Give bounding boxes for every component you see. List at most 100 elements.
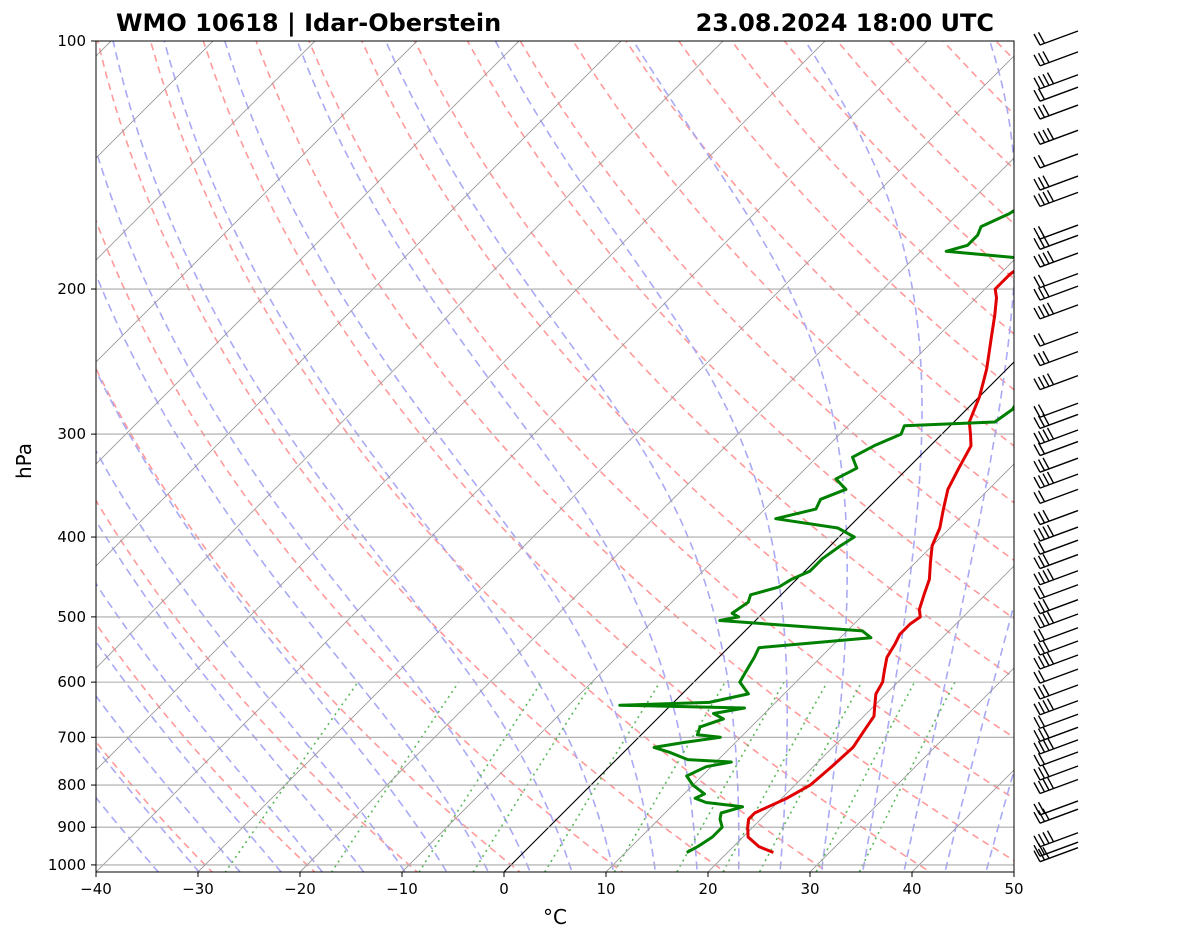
wind-barb — [1033, 127, 1079, 145]
dry-adiabat — [96, 41, 727, 872]
x-tick-label: −10 — [386, 880, 418, 898]
x-tick-label: 0 — [499, 880, 509, 898]
wind-barb — [1033, 539, 1079, 555]
x-tick-label: 40 — [902, 880, 921, 898]
zero-isotherm — [503, 361, 1014, 872]
background-lines — [96, 41, 1014, 872]
mixing-ratio-line — [224, 681, 359, 872]
wind-barb — [1033, 584, 1079, 600]
wind-barb — [1033, 350, 1079, 367]
wind-barb — [1033, 777, 1079, 795]
wind-barb — [1033, 189, 1079, 208]
chart-title-left: WMO 10618 | Idar-Oberstein — [116, 9, 501, 37]
wind-barb — [1033, 668, 1079, 684]
wind-barb — [1033, 86, 1079, 102]
chart-title-right: 23.08.2024 18:00 UTC — [696, 9, 994, 37]
isotherm — [96, 41, 928, 872]
wind-barb — [1033, 568, 1079, 586]
isotherm — [707, 565, 1014, 872]
moist-adiabat — [804, 41, 923, 872]
x-tick-label: −40 — [80, 880, 112, 898]
wind-barb — [1033, 726, 1079, 742]
y-tick-label: 600 — [57, 673, 86, 691]
isotherm — [197, 55, 1014, 872]
x-tick-label: 30 — [800, 880, 819, 898]
wind-barb — [1033, 427, 1079, 445]
wind-barb — [1033, 698, 1079, 716]
wind-barb — [1033, 285, 1079, 301]
isotherm — [299, 157, 1014, 872]
dewpoint-profile — [618, 208, 1014, 854]
isotherm — [96, 41, 316, 261]
mixing-ratio-line — [418, 681, 542, 872]
plot-area — [96, 41, 1014, 872]
x-tick-label: 20 — [698, 880, 717, 898]
y-tick-label: 400 — [57, 528, 86, 546]
y-axis-label: hPa — [12, 443, 36, 479]
wind-barb — [1033, 250, 1079, 268]
dry-adiabat — [149, 41, 829, 872]
wind-barb — [1033, 640, 1079, 656]
wind-barb — [1033, 104, 1079, 120]
mixing-ratio-line — [722, 681, 828, 872]
y-tick-label: 1000 — [48, 856, 86, 874]
isotherm — [809, 667, 1014, 872]
wind-barb — [1033, 402, 1079, 418]
wind-barb — [1033, 175, 1079, 191]
wind-barb — [1033, 272, 1079, 289]
wind-barb — [1033, 30, 1079, 46]
wind-barb — [1033, 598, 1079, 615]
wind-barb — [1033, 737, 1079, 755]
moist-adiabat — [96, 582, 324, 872]
dry-adiabat — [96, 218, 624, 872]
y-tick-label: 300 — [57, 425, 86, 443]
dry-adiabat — [572, 41, 1014, 504]
moist-adiabat — [494, 41, 789, 872]
moist-adiabat — [96, 640, 283, 872]
x-tick-label: 50 — [1004, 880, 1023, 898]
axes: −40 −30 −20 −10 0 10 20 30 40 50 1000 900 800 700 600 5… — [48, 32, 1024, 898]
mixing-ratio-line — [330, 681, 460, 872]
mixing-ratio-line — [675, 681, 785, 872]
isotherm — [96, 41, 418, 363]
isotherm — [605, 463, 1014, 872]
dry-adiabat — [96, 622, 316, 872]
moist-adiabat — [296, 41, 698, 872]
wind-barb — [1033, 51, 1079, 67]
wind-barb — [1033, 846, 1079, 863]
plot-frame — [95, 40, 1015, 873]
y-tick-label: 500 — [57, 608, 86, 626]
dry-adiabat — [96, 499, 419, 872]
isotherm — [96, 41, 520, 465]
mixing-ratio-line — [543, 681, 661, 872]
wind-barb — [1033, 652, 1079, 670]
wind-barbs — [1033, 30, 1079, 863]
isotherm — [96, 41, 724, 669]
isotherm — [96, 41, 826, 771]
wind-barb — [1033, 153, 1079, 169]
wind-barb — [1033, 611, 1079, 629]
dry-adiabat — [202, 41, 932, 872]
wind-barb — [1033, 800, 1079, 816]
wind-barb — [1033, 713, 1079, 729]
wind-barb — [1033, 509, 1079, 526]
wind-barb — [1033, 471, 1079, 489]
moist-adiabat — [96, 369, 448, 872]
y-tick-label: 800 — [57, 776, 86, 794]
moist-adiabat — [632, 41, 849, 872]
mixing-ratio-line — [815, 681, 916, 872]
x-tick-label: −30 — [182, 880, 214, 898]
y-tick-label: 700 — [57, 728, 86, 746]
y-tick-label: 100 — [57, 32, 86, 50]
isotherm — [401, 259, 1014, 872]
wind-barb — [1033, 440, 1079, 457]
wind-barb — [1033, 627, 1079, 643]
wind-barb — [1033, 808, 1079, 824]
moist-adiabat — [96, 449, 407, 872]
wind-barb — [1033, 413, 1079, 430]
mixing-ratio-line — [472, 681, 594, 872]
wind-barb — [1033, 331, 1079, 347]
wind-barb — [1033, 830, 1079, 848]
